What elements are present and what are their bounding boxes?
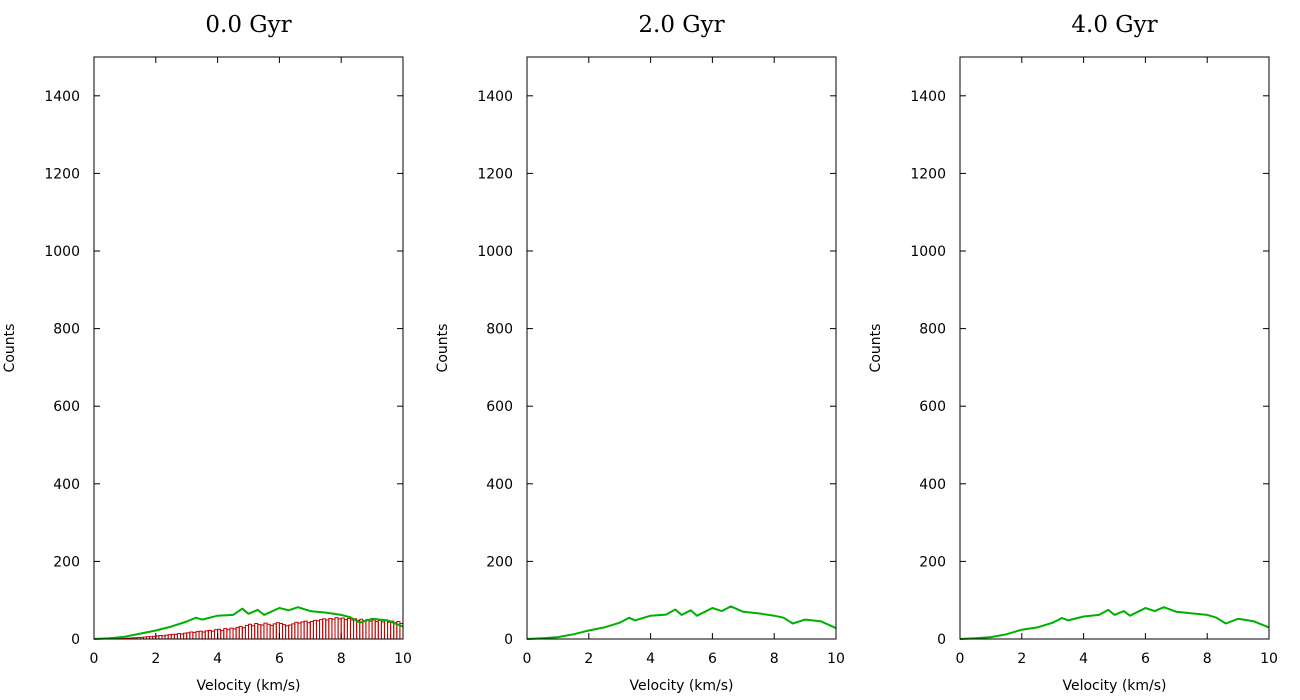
x-tick-label: 8	[337, 651, 346, 667]
x-tick-label: 4	[1079, 651, 1088, 667]
y-tick-label: 1000	[910, 244, 946, 260]
y-axis-label: Counts	[2, 324, 18, 373]
x-tick-label: 2	[1017, 651, 1026, 667]
y-tick-label: 400	[53, 477, 80, 493]
y-tick-label: 1200	[44, 166, 80, 182]
y-tick-label: 0	[504, 632, 513, 648]
y-tick-label: 800	[486, 322, 513, 338]
x-tick-label: 6	[708, 651, 717, 667]
chart-title: 0.0 Gyr	[205, 12, 291, 38]
x-axis-label: Velocity (km/s)	[196, 678, 300, 694]
x-tick-label: 2	[151, 651, 160, 667]
x-tick-label: 10	[1260, 651, 1278, 667]
x-tick-label: 6	[1141, 651, 1150, 667]
y-tick-label: 1400	[44, 89, 80, 105]
y-tick-label: 600	[919, 399, 946, 415]
y-tick-label: 1400	[477, 89, 513, 105]
x-tick-label: 4	[646, 651, 655, 667]
y-tick-label: 800	[919, 322, 946, 338]
y-tick-label: 1200	[910, 166, 946, 182]
y-axis-label: Counts	[435, 324, 451, 373]
y-tick-label: 1400	[910, 89, 946, 105]
y-tick-label: 1200	[477, 166, 513, 182]
chart-title: 4.0 Gyr	[1071, 12, 1157, 38]
velocity-distribution-line	[526, 605, 837, 640]
x-axis-label: Velocity (km/s)	[629, 678, 733, 694]
y-tick-label: 400	[919, 477, 946, 493]
y-axis-label: Counts	[868, 324, 884, 373]
y-tick-label: 0	[71, 632, 80, 648]
y-tick-label: 800	[53, 322, 80, 338]
y-tick-label: 400	[486, 477, 513, 493]
y-tick-label: 1000	[477, 244, 513, 260]
plot-frame	[959, 56, 1270, 640]
velocity-distribution-line	[959, 606, 1270, 640]
x-tick-label: 0	[523, 651, 532, 667]
velocity-distribution-line	[93, 606, 404, 640]
y-tick-label: 0	[937, 632, 946, 648]
y-tick-label: 600	[486, 399, 513, 415]
y-tick-label: 200	[486, 554, 513, 570]
x-tick-label: 2	[584, 651, 593, 667]
x-tick-label: 10	[827, 651, 845, 667]
y-tick-label: 200	[53, 554, 80, 570]
x-tick-label: 8	[770, 651, 779, 667]
chart-title: 2.0 Gyr	[638, 12, 724, 38]
x-tick-label: 10	[394, 651, 412, 667]
y-tick-label: 600	[53, 399, 80, 415]
y-tick-label: 1000	[44, 244, 80, 260]
x-tick-label: 8	[1203, 651, 1212, 667]
x-tick-label: 0	[956, 651, 965, 667]
plot-frame	[93, 56, 404, 640]
plot-frame	[526, 56, 837, 640]
x-axis-label: Velocity (km/s)	[1062, 678, 1166, 694]
x-tick-label: 0	[90, 651, 99, 667]
x-tick-label: 4	[213, 651, 222, 667]
y-tick-label: 200	[919, 554, 946, 570]
x-tick-label: 6	[275, 651, 284, 667]
